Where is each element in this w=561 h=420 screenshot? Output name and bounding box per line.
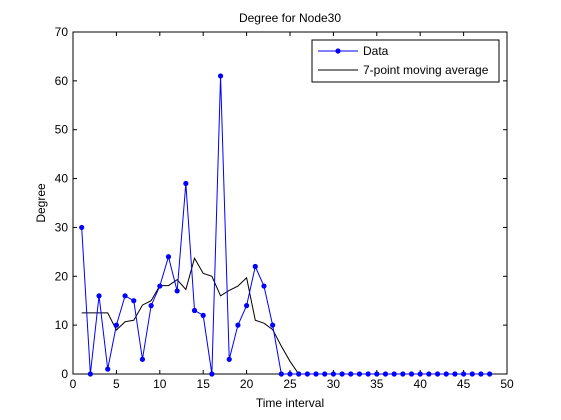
data-point (374, 371, 380, 377)
x-tick-label: 30 (327, 377, 341, 391)
data-point (79, 224, 85, 231)
data-point (87, 371, 93, 377)
data-point (391, 371, 397, 377)
y-tick-label: 50 (55, 123, 69, 137)
legend-box (311, 39, 500, 83)
data-point (287, 371, 293, 377)
data-point (157, 283, 163, 289)
y-tick-label: 20 (55, 269, 69, 283)
data-point (434, 371, 441, 377)
x-tick-label: 35 (370, 377, 384, 391)
data-point (209, 371, 215, 377)
data-point (252, 263, 258, 270)
data-point (400, 371, 406, 377)
data-point (191, 307, 198, 314)
x-tick-label: 0 (70, 377, 77, 391)
data-point (278, 371, 284, 377)
y-tick-label: 30 (55, 220, 69, 234)
data-point (356, 371, 363, 377)
data-point (296, 371, 302, 377)
legend: Data 7-point moving average (311, 39, 500, 83)
series-layer (79, 73, 493, 377)
data-point (148, 303, 154, 309)
data-point (408, 371, 415, 377)
data-point (313, 371, 319, 377)
data-point (443, 371, 449, 377)
data-point (113, 322, 119, 328)
data-point (165, 254, 172, 260)
data-point (174, 288, 180, 294)
x-tick-label: 5 (113, 377, 120, 391)
x-tick-label: 40 (414, 377, 428, 391)
x-tick-label: 15 (197, 377, 211, 391)
data-point (469, 371, 475, 377)
data-point (426, 371, 432, 377)
data-point (235, 322, 241, 328)
x-tick-label: 10 (153, 377, 167, 391)
data-point (217, 73, 224, 79)
data-point (139, 356, 146, 362)
data-point (417, 371, 423, 377)
x-tick-label: 50 (500, 377, 514, 391)
x-tick-label: 25 (283, 377, 297, 391)
y-tick-label: 70 (55, 25, 69, 39)
data-point (244, 303, 250, 309)
plot-area (72, 31, 508, 375)
data-point (304, 371, 310, 377)
data-point (183, 180, 189, 187)
x-tick-label: 20 (240, 377, 254, 391)
y-tick-label: 0 (61, 367, 68, 381)
legend-average-label: 7-point moving average (363, 63, 489, 77)
y-tick-label: 60 (55, 74, 69, 88)
data-point (131, 298, 137, 304)
data-point (200, 312, 206, 318)
y-tick-label: 10 (55, 318, 69, 332)
legend-data-label: Data (363, 44, 389, 58)
data-point (348, 371, 354, 377)
y-axis: 0 10 20 30 40 50 60 70 (55, 25, 507, 381)
data-point (122, 293, 128, 299)
data-point (322, 371, 328, 377)
data-point (365, 371, 371, 377)
data-point (105, 366, 111, 372)
data-point (330, 371, 336, 377)
legend-data-marker (335, 48, 341, 54)
chart-title: Degree for Node30 (239, 11, 341, 25)
data-point (96, 293, 102, 299)
y-axis-label: Degree (34, 183, 48, 223)
data-point (452, 371, 458, 377)
data-point (487, 371, 493, 377)
data-point (339, 371, 345, 377)
data-point (261, 283, 267, 289)
y-tick-label: 40 (55, 172, 69, 186)
data-point (461, 371, 467, 377)
data-point (226, 356, 232, 362)
data-point (478, 371, 484, 377)
x-axis-label: Time interval (256, 396, 324, 410)
data-point (270, 322, 276, 328)
x-tick-label: 45 (457, 377, 471, 391)
data-point (382, 371, 389, 377)
